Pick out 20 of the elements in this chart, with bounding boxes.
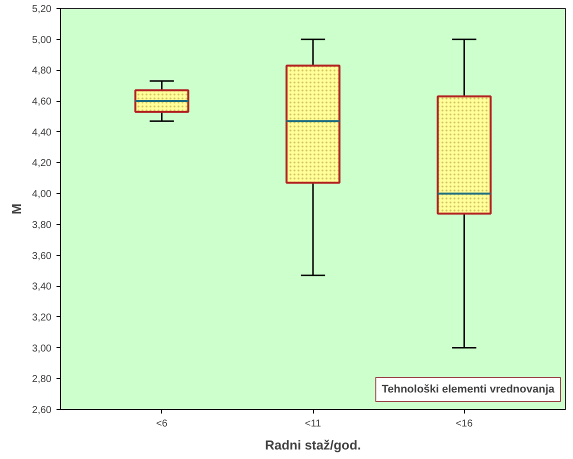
y-tick-label: 3,60 [32, 250, 52, 262]
y-tick-label: 5,00 [32, 34, 52, 46]
y-tick-label: 3,80 [32, 220, 52, 231]
y-tick-label: 3,40 [32, 282, 52, 293]
y-tick-label: 2,80 [32, 374, 52, 386]
y-tick-label: 5,20 [32, 4, 52, 15]
x-tick-label: <11 [304, 418, 322, 430]
y-tick-label: 3,00 [32, 343, 52, 354]
x-tick-label: <6 [156, 418, 168, 430]
x-axis-title: Radni staž/god. [264, 438, 362, 452]
y-axis-title: M [9, 204, 24, 214]
y-tick-label: 2,60 [32, 405, 52, 416]
x-tick-label: <16 [456, 418, 474, 430]
annotation: Tehnološki elementi vrednovanja [382, 384, 556, 396]
y-tick-label: 4,20 [32, 158, 52, 170]
y-tick-label: 4,60 [32, 96, 52, 108]
y-tick-label: 4,40 [32, 127, 52, 138]
y-tick-label: 3,20 [32, 312, 52, 324]
y-tick-label: 4,00 [32, 189, 52, 200]
y-tick-label: 4,80 [32, 66, 52, 77]
